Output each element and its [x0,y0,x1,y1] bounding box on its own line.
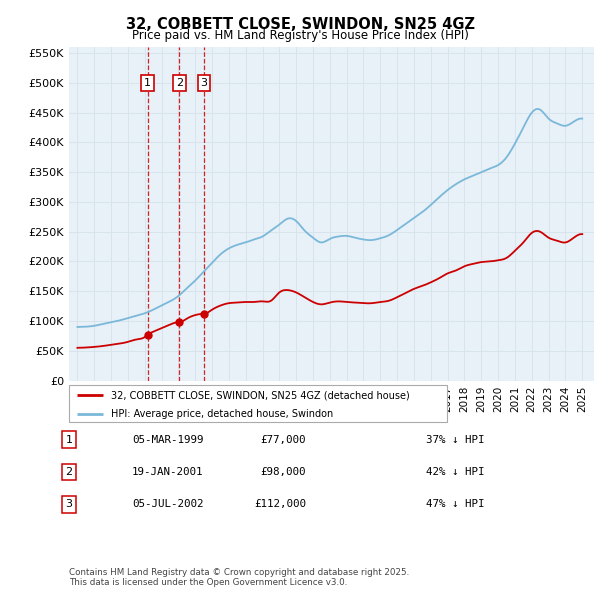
Text: 2: 2 [176,78,183,88]
Text: £77,000: £77,000 [260,435,306,444]
Text: 19-JAN-2001: 19-JAN-2001 [132,467,203,477]
Text: 05-JUL-2002: 05-JUL-2002 [132,500,203,509]
Text: 1: 1 [65,435,73,444]
Text: 37% ↓ HPI: 37% ↓ HPI [426,435,485,444]
Text: HPI: Average price, detached house, Swindon: HPI: Average price, detached house, Swin… [110,409,333,419]
Text: £112,000: £112,000 [254,500,306,509]
Text: Price paid vs. HM Land Registry's House Price Index (HPI): Price paid vs. HM Land Registry's House … [131,30,469,42]
Text: 05-MAR-1999: 05-MAR-1999 [132,435,203,444]
Text: 1: 1 [144,78,151,88]
Text: 32, COBBETT CLOSE, SWINDON, SN25 4GZ (detached house): 32, COBBETT CLOSE, SWINDON, SN25 4GZ (de… [110,390,409,400]
Text: 32, COBBETT CLOSE, SWINDON, SN25 4GZ: 32, COBBETT CLOSE, SWINDON, SN25 4GZ [125,17,475,31]
Text: 2: 2 [65,467,73,477]
Text: Contains HM Land Registry data © Crown copyright and database right 2025.
This d: Contains HM Land Registry data © Crown c… [69,568,409,587]
Text: 42% ↓ HPI: 42% ↓ HPI [426,467,485,477]
Text: 3: 3 [65,500,73,509]
FancyBboxPatch shape [69,385,447,422]
Text: 47% ↓ HPI: 47% ↓ HPI [426,500,485,509]
Text: 3: 3 [200,78,207,88]
Text: £98,000: £98,000 [260,467,306,477]
